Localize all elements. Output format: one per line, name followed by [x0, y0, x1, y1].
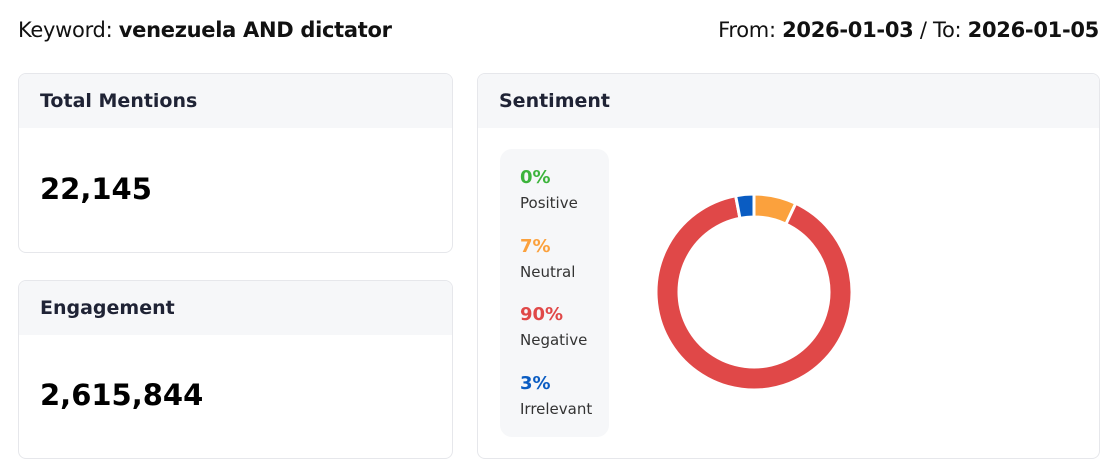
sentiment-donut-chart — [654, 192, 854, 392]
legend-pct: 90% — [520, 304, 564, 325]
donut-slice-irrelevant — [733, 192, 756, 221]
sentiment-card: Sentiment 0% Positive 7% Neutral 90% Negati… — [477, 73, 1100, 459]
legend-label: Positive — [520, 194, 578, 212]
keyword-label: Keyword: — [18, 18, 113, 42]
legend-pct: 3% — [520, 372, 551, 394]
from-date: 2026-01-03 — [782, 18, 914, 42]
legend-item-neutral: 7% Neutral — [520, 236, 609, 305]
card-title: Total Mentions — [19, 74, 452, 128]
legend-label: Negative — [520, 331, 588, 349]
legend-item-positive: 0% Positive — [520, 167, 609, 236]
legend-item-negative: 90% Negative — [520, 304, 609, 373]
to-label: / To: — [919, 18, 962, 42]
total-mentions-card: Total Mentions 22,145 — [18, 73, 453, 253]
date-range: From: 2026-01-03 / To: 2026-01-05 — [718, 18, 1099, 42]
engagement-card: Engagement 2,615,844 — [18, 280, 453, 459]
card-title: Sentiment — [478, 74, 1099, 128]
to-date: 2026-01-05 — [967, 18, 1100, 42]
legend-label: Irrelevant — [520, 399, 593, 418]
legend-pct: 7% — [520, 235, 551, 257]
donut-slice-negative — [654, 193, 854, 392]
keyword-value: venezuela AND dictator — [118, 18, 392, 42]
from-label: From: — [718, 18, 776, 42]
card-title: Engagement — [19, 281, 452, 335]
engagement-value: 2,615,844 — [40, 378, 204, 412]
total-mentions-value: 22,145 — [40, 172, 152, 206]
sentiment-legend: 0% Positive 7% Neutral 90% Negative 3% Irrel… — [500, 149, 609, 437]
legend-label: Neutral — [520, 262, 576, 281]
legend-pct: 0% — [520, 167, 551, 188]
legend-item-irrelevant: 3% Irrelevant — [520, 373, 609, 442]
keyword-display: Keyword: venezuela AND dictator — [18, 18, 392, 42]
